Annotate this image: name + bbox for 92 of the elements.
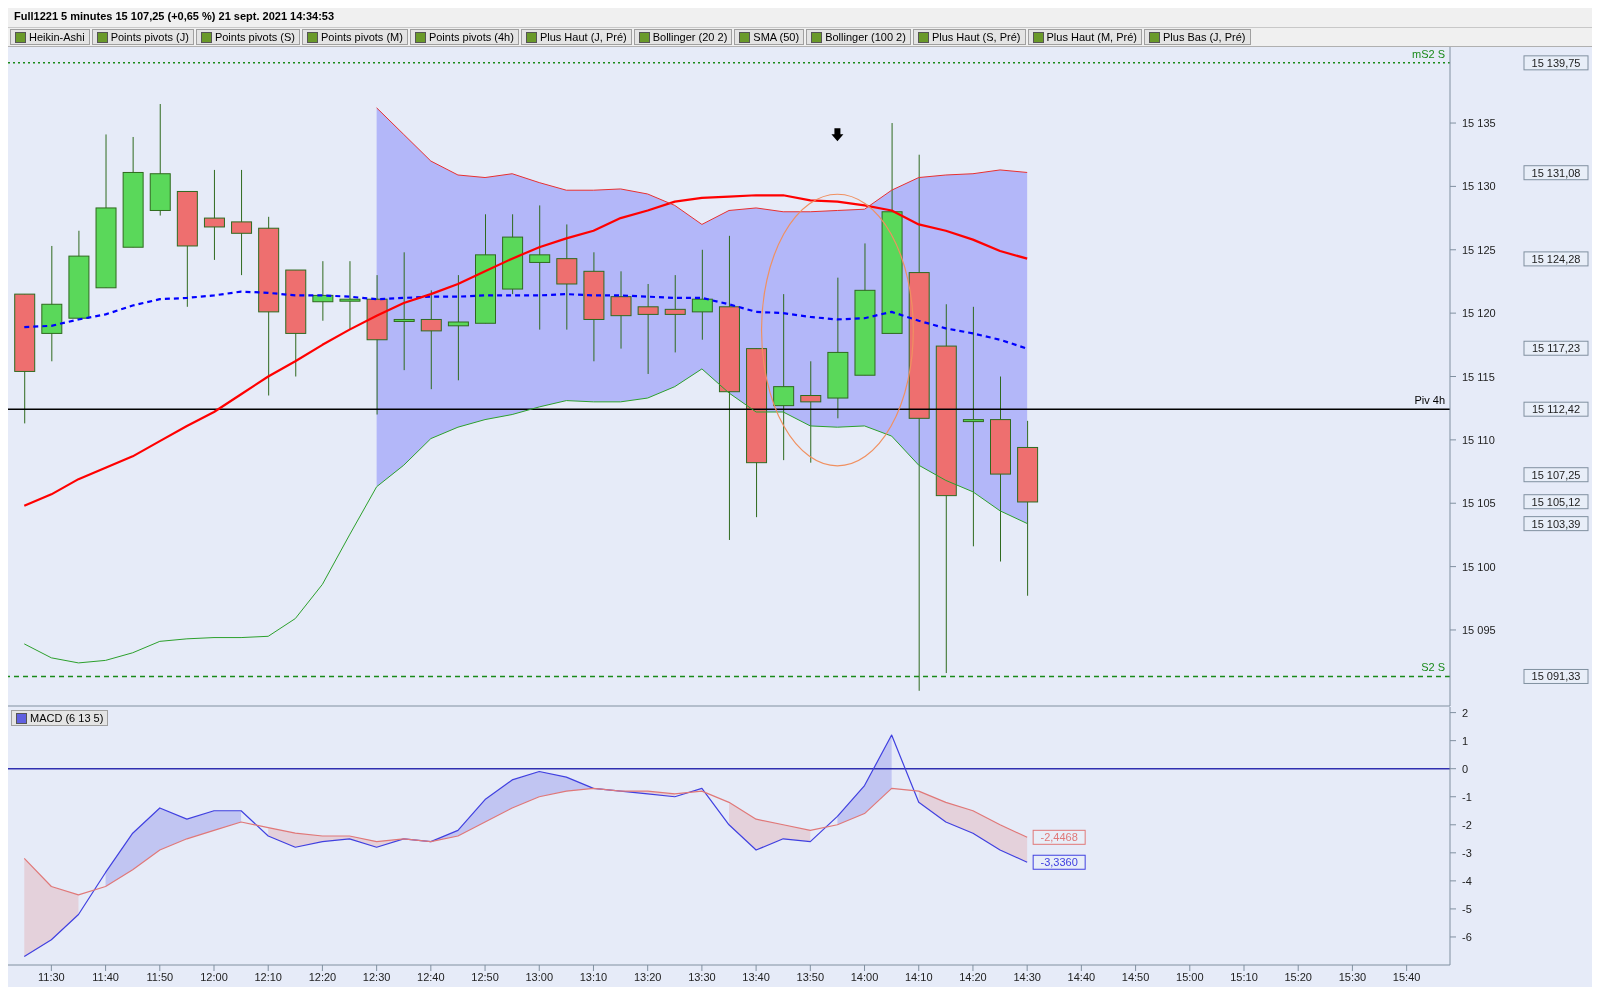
candlestick — [610, 270, 632, 350]
y-tick-label: 15 095 — [1462, 623, 1496, 636]
x-tick-label: 14:20 — [959, 970, 987, 983]
candlestick — [773, 293, 795, 461]
x-tick-label: 13:50 — [796, 970, 825, 983]
y-tick-label: -1 — [1462, 790, 1472, 803]
text: Plus Haut (S, Pré) — [931, 31, 1021, 43]
y-tick-label: -4 — [1462, 874, 1472, 887]
y-tick-label: 15 110 — [1462, 433, 1495, 446]
candlestick — [231, 169, 253, 276]
x-tick-label: 15:40 — [1392, 970, 1421, 983]
candlestick — [637, 283, 659, 375]
candlestick — [420, 289, 442, 390]
text: Points pivots (J) — [110, 31, 189, 43]
y-tick-label: -2 — [1462, 818, 1472, 831]
y2-tick-label: 15 107,25 — [1531, 468, 1581, 481]
candlestick — [203, 169, 225, 261]
candlestick — [339, 260, 361, 331]
x-tick-label: 14:00 — [850, 970, 879, 983]
chart-title: Full1221 5 minutes 15 107,25 (+0,65 %) 21 sept. 2021 14:34:53 — [13, 9, 336, 24]
x-tick-label: 13:20 — [633, 970, 662, 983]
candlestick — [691, 249, 713, 341]
y-tick-label: 1 — [1462, 734, 1469, 747]
y-tick-label: -3 — [1462, 846, 1472, 859]
y2-tick-label: 15 131,08 — [1531, 166, 1581, 179]
x-tick-label: 13:10 — [579, 970, 608, 983]
ref-line-label: Piv 4h — [1414, 394, 1445, 407]
x-tick-label: 12:10 — [254, 970, 282, 983]
data-label: -2,4468 — [1040, 831, 1078, 844]
y-tick-label: 2 — [1462, 706, 1469, 719]
candlestick — [962, 306, 984, 547]
y-tick-label: -6 — [1462, 930, 1472, 943]
x-tick-label: 13:40 — [742, 970, 770, 983]
x-tick-label: 12:20 — [308, 970, 337, 983]
y2-tick-label: 15 112,42 — [1531, 403, 1581, 416]
text: Bollinger (20 2) — [652, 31, 728, 43]
text: Points pivots (M) — [320, 31, 403, 43]
x-tick-label: 14:40 — [1067, 970, 1096, 983]
y-tick-label: 15 135 — [1462, 117, 1496, 130]
x-tick-label: 14:50 — [1121, 970, 1150, 983]
x-tick-label: 13:30 — [688, 970, 716, 983]
y2-tick-label: 15 103,39 — [1531, 517, 1581, 530]
x-tick-label: 11:50 — [146, 970, 174, 983]
candlestick — [664, 274, 686, 353]
y2-tick-label: 15 091,33 — [1531, 670, 1581, 683]
candlestick — [800, 360, 822, 464]
y2-tick-label: 15 139,75 — [1531, 56, 1581, 69]
x-tick-label: 11:30 — [38, 970, 65, 983]
data-label: -3,3360 — [1040, 856, 1078, 869]
text: SMA (50) — [753, 31, 800, 43]
ref-line-label: S2 S — [1421, 661, 1445, 674]
text: Heikin-Ashi — [29, 31, 85, 43]
line-series — [23, 787, 1028, 896]
text: Plus Haut (J, Pré) — [539, 31, 627, 43]
y-tick-label: 0 — [1462, 762, 1469, 775]
line-series — [23, 368, 1028, 664]
y2-tick-label: 15 124,28 — [1531, 252, 1581, 265]
x-tick-label: 12:50 — [471, 970, 499, 983]
text: Points pivots (4h) — [428, 31, 514, 43]
candlestick — [529, 204, 551, 331]
y-tick-label: 15 115 — [1462, 370, 1495, 383]
x-tick-label: 12:00 — [200, 970, 228, 983]
y-tick-label: 15 100 — [1462, 560, 1496, 573]
x-tick-label: 14:10 — [904, 970, 933, 983]
candlestick — [447, 274, 469, 381]
x-tick-label: 15:30 — [1338, 970, 1367, 983]
text: Bollinger (100 2) — [825, 31, 906, 43]
x-tick-label: 15:20 — [1284, 970, 1312, 983]
y-tick-label: -5 — [1462, 902, 1472, 915]
y2-tick-label: 15 105,12 — [1531, 495, 1581, 508]
line-series — [23, 734, 1028, 958]
text: Plus Haut (M, Pré) — [1046, 31, 1137, 43]
x-tick-label: 15:10 — [1230, 970, 1258, 983]
x-tick-label: 14:30 — [1013, 970, 1041, 983]
text: Plus Bas (J, Pré) — [1162, 31, 1246, 43]
text: Points pivots (S) — [214, 31, 295, 43]
y-tick-label: 15 120 — [1462, 307, 1496, 320]
y2-tick-label: 15 117,23 — [1531, 342, 1581, 355]
x-tick-label: 12:40 — [417, 970, 445, 983]
candlestick — [393, 251, 415, 371]
x-tick-label: 13:00 — [525, 970, 554, 983]
ref-line-label: mS2 S — [1411, 47, 1445, 60]
candlestick — [312, 260, 334, 322]
y-tick-label: 15 130 — [1462, 180, 1496, 193]
x-tick-label: 15:00 — [1176, 970, 1204, 983]
x-tick-label: 12:30 — [362, 970, 391, 983]
line-series — [376, 107, 1028, 225]
y-tick-label: 15 105 — [1462, 497, 1496, 510]
chart-title: MACD (6 13 5) — [30, 712, 104, 724]
x-tick-label: 11:40 — [92, 970, 119, 983]
y-tick-label: 15 125 — [1462, 243, 1496, 256]
line-series — [23, 194, 1029, 507]
